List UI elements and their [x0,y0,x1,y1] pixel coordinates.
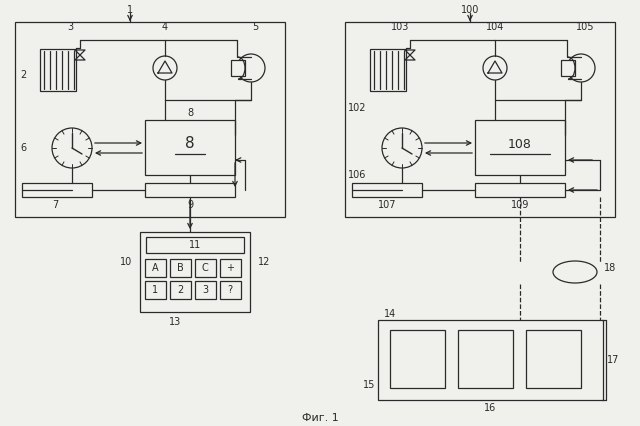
Bar [231,60,245,76]
Text: 1: 1 [127,5,133,15]
Text: 18: 18 [604,263,616,273]
Text: +: + [226,263,234,273]
Bar [140,232,250,312]
Text: 6: 6 [20,143,26,153]
Text: 9: 9 [187,200,193,210]
Text: 100: 100 [461,5,479,15]
Bar [526,330,581,388]
Bar [195,259,216,277]
Text: 11: 11 [189,240,201,250]
Text: 13: 13 [169,317,181,327]
Circle shape [237,54,265,82]
Text: 16: 16 [484,403,496,413]
Text: 12: 12 [258,257,270,267]
Bar [345,22,615,217]
Text: 5: 5 [252,22,258,32]
Text: 2: 2 [177,285,183,295]
Bar [475,183,565,197]
Circle shape [52,128,92,168]
Text: Фиг. 1: Фиг. 1 [301,413,339,423]
Bar [475,120,565,175]
Circle shape [567,54,595,82]
Bar [352,183,422,197]
Text: 1: 1 [152,285,158,295]
Text: 8: 8 [187,108,193,118]
Text: 17: 17 [607,355,619,365]
Text: B: B [177,263,184,273]
Bar [458,330,513,388]
Bar [40,49,76,91]
Circle shape [153,56,177,80]
Bar [145,183,235,197]
Bar [15,22,285,217]
Bar [145,281,166,299]
Bar [145,259,166,277]
Bar [220,281,241,299]
Text: 14: 14 [384,309,396,319]
Ellipse shape [553,261,597,283]
Text: 105: 105 [576,22,595,32]
Text: 3: 3 [67,22,73,32]
Text: 7: 7 [52,200,58,210]
Bar [195,281,216,299]
Text: 2: 2 [20,70,26,80]
Text: 103: 103 [391,22,409,32]
Text: A: A [152,263,158,273]
Text: 10: 10 [120,257,132,267]
Text: 102: 102 [348,103,367,113]
Text: 106: 106 [348,170,366,180]
Text: 4: 4 [162,22,168,32]
Text: 109: 109 [511,200,529,210]
Text: 15: 15 [363,380,375,390]
Text: 8: 8 [185,136,195,152]
Bar [390,330,445,388]
Bar [378,320,603,400]
Text: 107: 107 [378,200,396,210]
Bar [170,281,191,299]
Bar [146,237,244,253]
Text: 104: 104 [486,22,504,32]
Bar [22,183,92,197]
Text: ?: ? [227,285,232,295]
Text: C: C [202,263,209,273]
Bar [561,60,575,76]
Text: 108: 108 [508,138,532,150]
Bar [145,120,235,175]
Circle shape [483,56,507,80]
Bar [220,259,241,277]
Text: 3: 3 [202,285,208,295]
Bar [370,49,406,91]
Bar [170,259,191,277]
Circle shape [382,128,422,168]
